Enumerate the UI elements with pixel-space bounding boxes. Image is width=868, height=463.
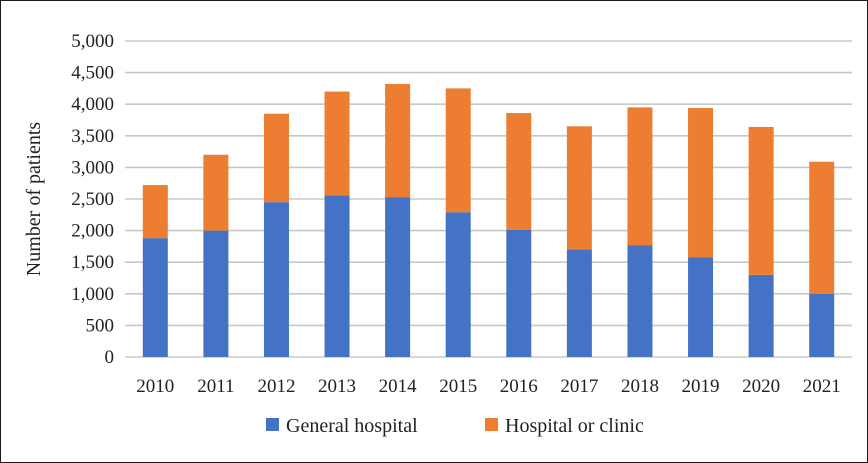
x-tick-label: 2021 — [803, 376, 841, 397]
x-tick-label: 2014 — [379, 376, 418, 397]
legend-swatch-hospital-or-clinic — [485, 418, 498, 431]
bar-hospital-or-clinic-2020 — [748, 126, 774, 275]
legend: General hospital Hospital or clinic — [266, 415, 644, 437]
x-axis-ticks: 2010 2011 2012 2013 2014 2015 2016 2017 2018 2019… — [136, 376, 840, 397]
gridlines — [125, 40, 852, 358]
x-tick-label: 2016 — [500, 376, 538, 397]
bar-hospital-or-clinic-2015 — [445, 88, 471, 213]
y-tick-label: 4,500 — [71, 63, 114, 84]
y-tick-label: 0 — [105, 347, 115, 368]
y-tick-label: 1,500 — [71, 252, 114, 273]
x-tick-label: 2013 — [318, 376, 356, 397]
bar-general-hospital-2020 — [748, 274, 774, 357]
bar-general-hospital-2012 — [263, 202, 289, 357]
legend-label-general-hospital: General hospital — [286, 415, 418, 437]
legend-label-hospital-or-clinic: Hospital or clinic — [505, 415, 644, 437]
y-tick-label: 500 — [86, 315, 115, 336]
bar-general-hospital-2015 — [445, 212, 471, 357]
bar-general-hospital-2019 — [688, 257, 714, 357]
y-tick-label: 2,500 — [71, 189, 114, 210]
bar-general-hospital-2014 — [385, 197, 411, 357]
x-tick-label: 2015 — [439, 376, 477, 397]
y-axis-ticks: 0 500 1,000 1,500 2,000 2,500 3,000 3,500 4,000 4… — [71, 31, 114, 368]
bar-general-hospital-2010 — [142, 238, 168, 357]
bar-hospital-or-clinic-2013 — [324, 91, 350, 196]
x-tick-label: 2019 — [682, 376, 720, 397]
y-tick-label: 1,000 — [71, 284, 114, 305]
bar-general-hospital-2018 — [627, 245, 653, 357]
bar-hospital-or-clinic-2018 — [627, 107, 653, 246]
bar-hospital-or-clinic-2011 — [203, 154, 229, 231]
x-tick-label: 2012 — [257, 376, 295, 397]
bar-hospital-or-clinic-2010 — [142, 185, 168, 239]
bar-hospital-or-clinic-2016 — [506, 113, 532, 230]
bar-general-hospital-2011 — [203, 230, 229, 357]
x-tick-label: 2017 — [560, 376, 598, 397]
y-axis-label: Number of patients — [23, 122, 45, 277]
x-tick-label: 2010 — [136, 376, 174, 397]
bar-hospital-or-clinic-2014 — [385, 83, 411, 198]
x-tick-label: 2020 — [742, 376, 780, 397]
bar-general-hospital-2017 — [566, 249, 592, 357]
bar-general-hospital-2016 — [506, 229, 532, 357]
bar-hospital-or-clinic-2019 — [688, 107, 714, 258]
bar-hospital-or-clinic-2021 — [809, 161, 835, 294]
bar-hospital-or-clinic-2017 — [566, 126, 592, 250]
y-tick-label: 3,500 — [71, 126, 114, 147]
legend-swatch-general-hospital — [266, 418, 279, 431]
x-tick-label: 2011 — [197, 376, 234, 397]
bars — [142, 83, 835, 357]
y-tick-label: 3,000 — [71, 157, 114, 178]
bar-general-hospital-2021 — [809, 293, 835, 357]
bar-hospital-or-clinic-2012 — [263, 113, 289, 203]
y-tick-label: 2,000 — [71, 221, 114, 242]
x-tick-label: 2018 — [621, 376, 659, 397]
y-tick-label: 4,000 — [71, 94, 114, 115]
bar-general-hospital-2013 — [324, 195, 350, 357]
y-tick-label: 5,000 — [71, 31, 114, 52]
